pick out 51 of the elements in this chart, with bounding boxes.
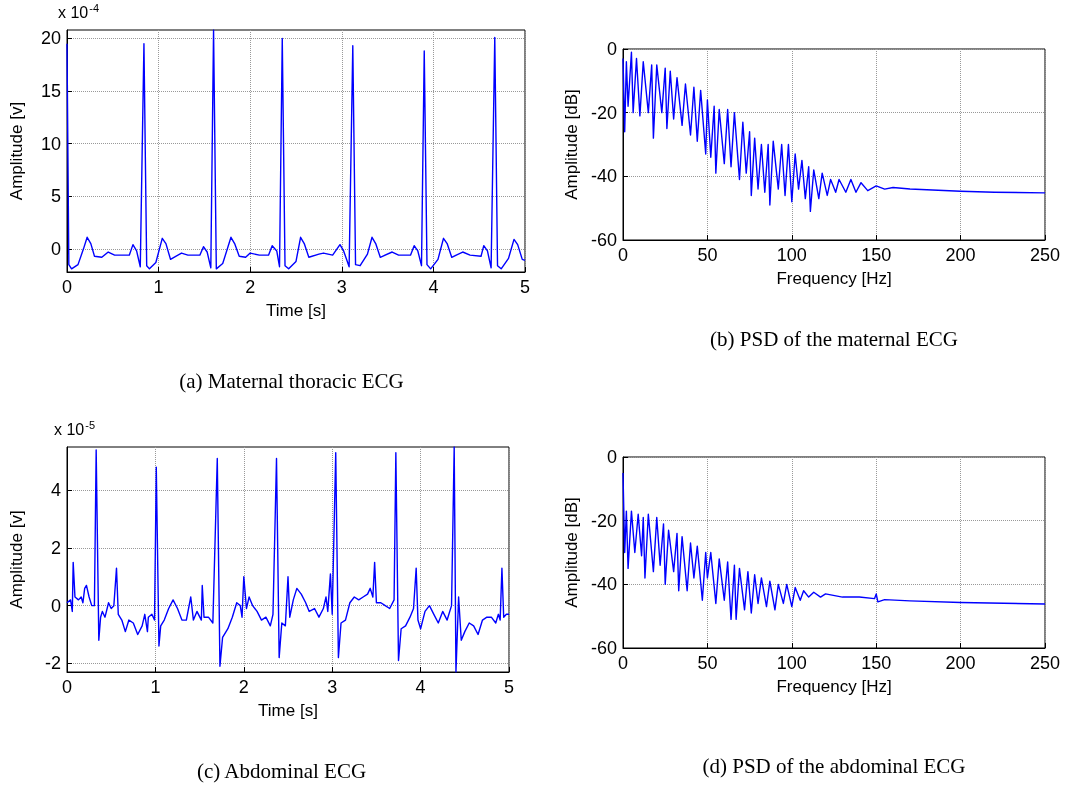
x-tick-label: 250 <box>1029 245 1061 265</box>
x-axis-title: Frequency [Hz] <box>776 269 892 288</box>
x-tick-label: 150 <box>861 653 892 673</box>
x-tick-label: 5 <box>503 677 515 697</box>
x-tick-label: 250 <box>1029 653 1061 673</box>
text: (a) Maternal thoracic ECG <box>179 368 404 393</box>
x-tick-label: 100 <box>776 653 807 673</box>
line-series <box>66 446 510 673</box>
y-tick-label: -20 <box>590 510 617 531</box>
x-tick-label: 100 <box>776 245 807 265</box>
y-tick-label: 15 <box>40 81 61 102</box>
x-axis-title: Time [s] <box>258 701 318 720</box>
y-axis-title: Amplitude [v] <box>7 510 26 609</box>
y-tick-label: -60 <box>590 230 617 250</box>
y-tick-label: -60 <box>590 638 617 658</box>
y-tick-label: 20 <box>40 28 61 49</box>
x-tick-label: 2 <box>238 677 249 697</box>
y-tick-label: 2 <box>50 537 61 558</box>
x-tick-label: 150 <box>861 245 892 265</box>
x-tick-label: 3 <box>336 277 347 297</box>
line-series <box>66 29 526 270</box>
y-tick-label: -20 <box>590 102 617 123</box>
x-tick-label: 50 <box>697 245 718 265</box>
x-tick-label: 1 <box>153 277 164 297</box>
x-tick-label: 3 <box>327 677 338 697</box>
x-tick-label: 4 <box>415 677 426 697</box>
y-tick-label: 0 <box>606 447 617 467</box>
y-tick-label: -40 <box>590 166 617 187</box>
y-tick-label: 0 <box>606 39 617 59</box>
y-tick-label: -40 <box>590 574 617 595</box>
x-axis-title: Time [s] <box>266 301 326 320</box>
x-tick-label: 200 <box>945 245 976 265</box>
text: (b) PSD of the maternal ECG <box>710 326 958 351</box>
y-tick-label: -2 <box>44 653 61 674</box>
x-tick-label: 1 <box>150 677 161 697</box>
x-tick-label: 2 <box>245 277 256 297</box>
x-tick-label: 4 <box>428 277 439 297</box>
x-tick-label: 5 <box>519 277 531 297</box>
y-tick-label: 10 <box>40 133 61 154</box>
x-axis-title: Frequency [Hz] <box>776 677 892 696</box>
line-series <box>622 472 1046 621</box>
x-tick-label: 50 <box>697 653 718 673</box>
y-tick-label: 5 <box>50 186 61 207</box>
text: (c) Abdominal ECG <box>196 758 367 783</box>
text: (d) PSD of the abdominal ECG <box>702 753 966 778</box>
y-axis-title: Amplitude [dB] <box>562 89 582 200</box>
y-tick-label: 4 <box>50 480 61 501</box>
y-axis-title: Amplitude [dB] <box>562 497 582 608</box>
y-axis-title: Amplitude [v] <box>7 101 26 201</box>
x-tick-label: 200 <box>945 653 976 673</box>
y-tick-label: 0 <box>50 595 61 616</box>
